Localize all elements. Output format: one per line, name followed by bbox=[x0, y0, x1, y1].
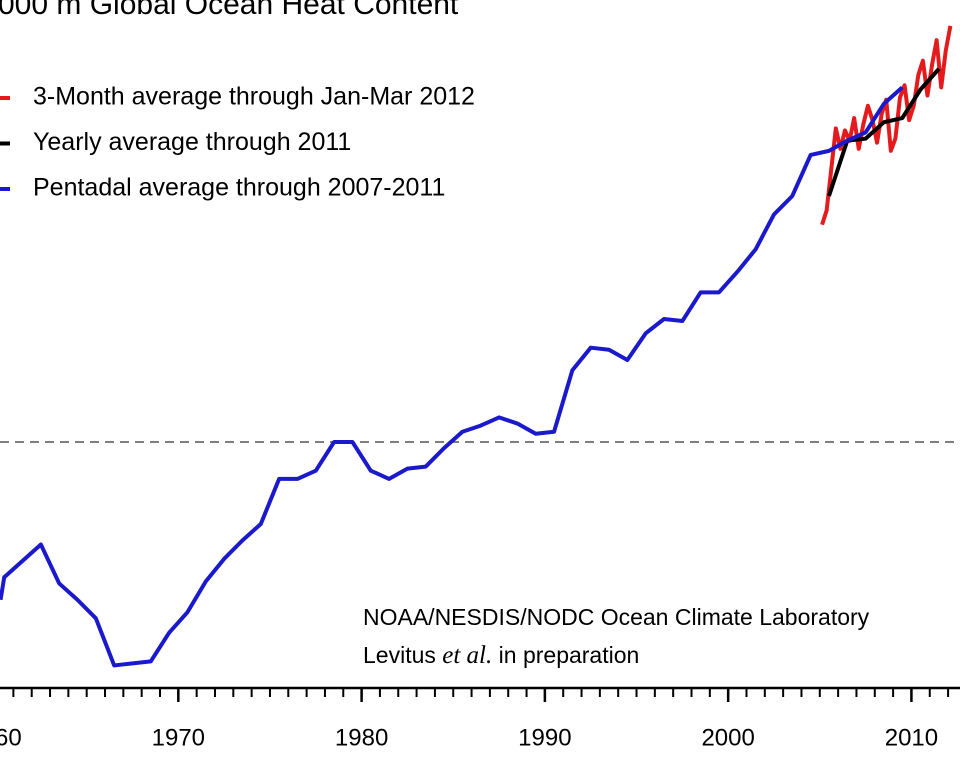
annotation: Levitus et al. in preparation bbox=[363, 642, 639, 669]
annotation: NOAA/NESDIS/NODC Ocean Climate Laborator… bbox=[363, 604, 870, 630]
annotation: et al. bbox=[442, 642, 492, 669]
chart-title: 000 m Global Ocean Heat Content bbox=[0, 0, 459, 21]
series-line bbox=[820, 25, 953, 226]
annotation: in preparation bbox=[499, 642, 640, 668]
legend-label: Pentadal average through 2007-2011 bbox=[33, 174, 445, 202]
x-tick-label: 1970 bbox=[152, 724, 205, 751]
series-line bbox=[0, 85, 904, 668]
x-tick-label: 1980 bbox=[335, 724, 388, 751]
x-tick-label: 1990 bbox=[518, 724, 571, 751]
x-tick-label: 1960 bbox=[0, 724, 22, 751]
x-tick-label: 2010 bbox=[885, 724, 938, 751]
annotation: Levitus bbox=[363, 642, 436, 668]
legend-label: 3-Month average through Jan-Mar 2012 bbox=[33, 83, 475, 111]
x-tick-label: 2000 bbox=[701, 724, 754, 751]
legend-label: Yearly average through 2011 bbox=[33, 128, 351, 156]
